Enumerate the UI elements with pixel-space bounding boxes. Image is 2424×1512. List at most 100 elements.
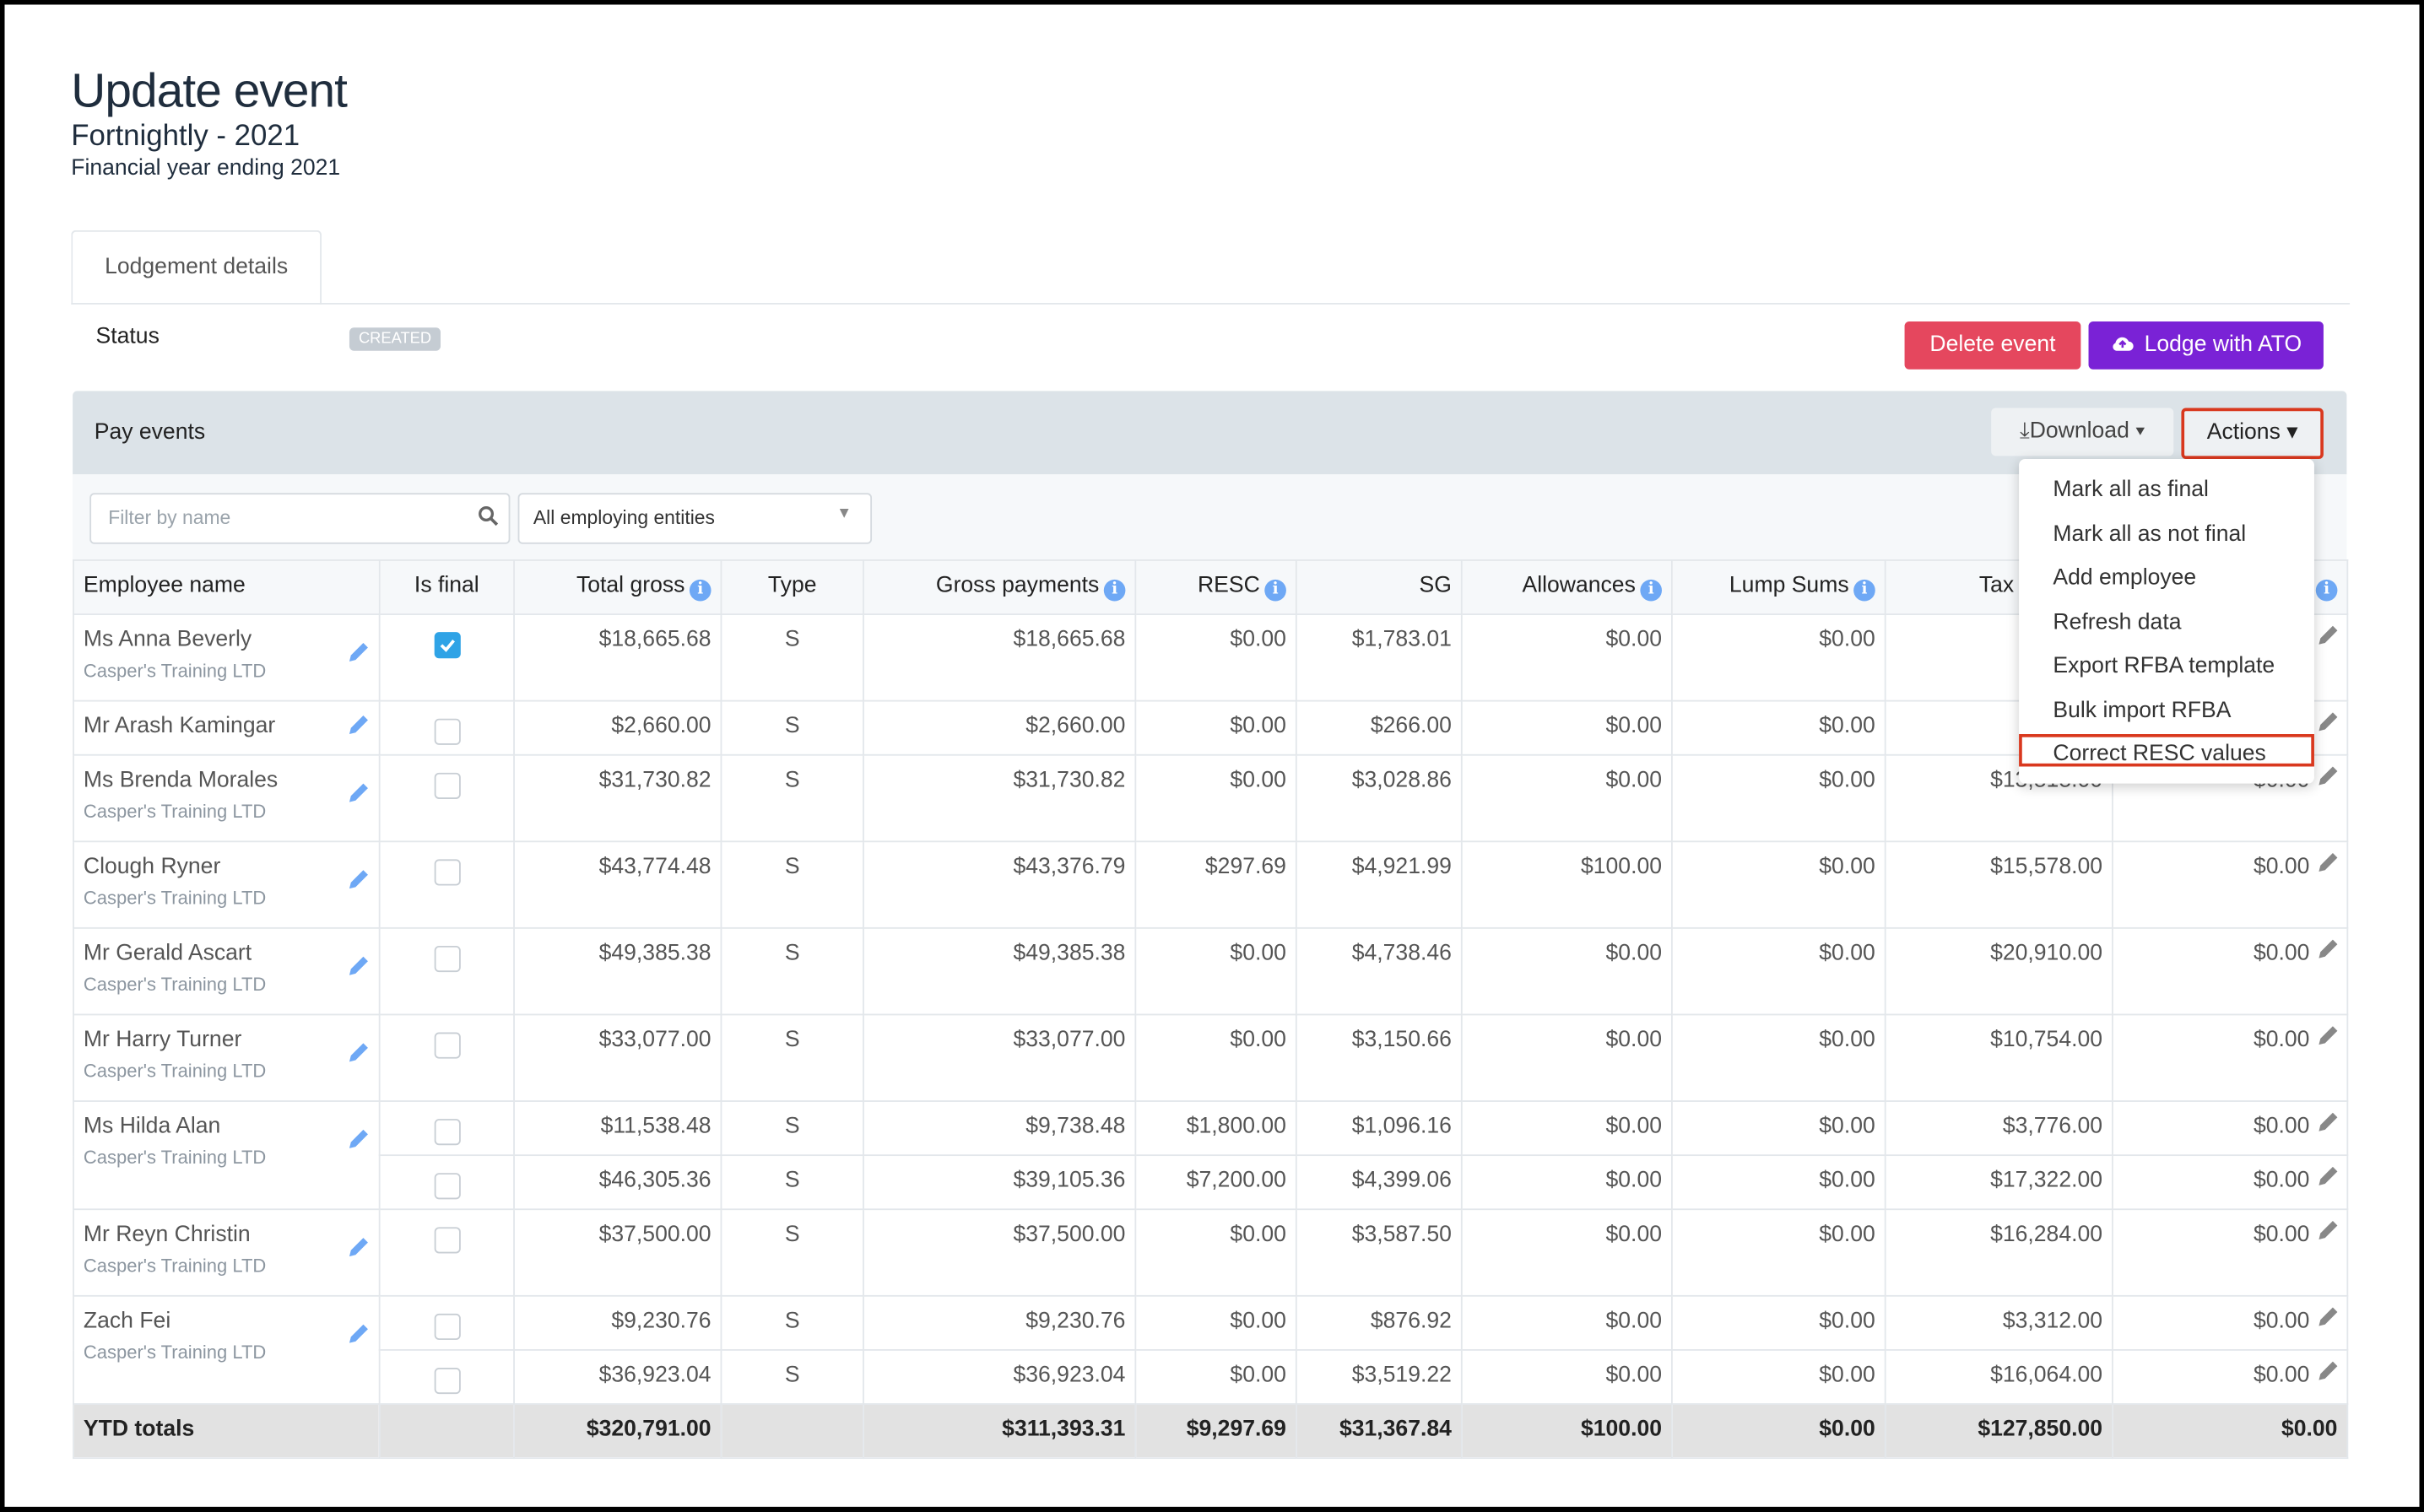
is-final-checkbox[interactable] <box>433 945 460 973</box>
download-button[interactable]: ⤓Download ▾ <box>1991 408 2174 456</box>
actions-button[interactable]: Actions ▾ <box>2181 408 2324 459</box>
entity-filter[interactable]: All employing entities ▼ <box>517 493 873 544</box>
name-filter[interactable]: Filter by name <box>89 493 511 544</box>
edit-icon[interactable] <box>346 867 371 892</box>
value-cell: $3,776.00 <box>1884 1100 2113 1157</box>
employee-row: Ms Hilda Alan Casper's Training LTD $11,53… <box>73 1100 2349 1211</box>
total-cell: $127,850.00 <box>1884 1403 2113 1460</box>
edit-icon[interactable] <box>2316 937 2340 961</box>
value-cell: $0.00 <box>1460 1294 1673 1351</box>
value: S <box>784 768 800 793</box>
delete-button[interactable]: Delete event <box>1904 321 2081 370</box>
total-cell: $0.00 <box>2112 1403 2349 1460</box>
edit-icon[interactable] <box>2316 1110 2340 1134</box>
edit-icon[interactable] <box>2316 1304 2340 1329</box>
employee-row: Zach Fei Casper's Training LTD $9,230.76 S $… <box>73 1294 2349 1405</box>
value: $37,500.00 <box>1013 1222 1126 1248</box>
column-header-text: Is final <box>414 573 479 598</box>
edit-icon[interactable] <box>2316 1218 2340 1242</box>
value: $4,399.06 <box>1351 1168 1452 1194</box>
is-final-checkbox[interactable] <box>433 1367 460 1395</box>
column-header-text: Employee name <box>83 573 246 598</box>
value-cell: S <box>720 753 864 843</box>
is-final-checkbox[interactable] <box>433 1173 460 1200</box>
employee-row: $46,305.36 S $39,105.36 $7,200.00 $4,399.06 $… <box>73 1154 2349 1211</box>
edit-icon[interactable] <box>2316 1358 2340 1383</box>
value: $3,150.66 <box>1351 1028 1452 1053</box>
lodge-button[interactable]: Lodge with ATO <box>2088 321 2324 370</box>
info-icon[interactable]: i <box>1640 579 1663 602</box>
is-final-checkbox[interactable] <box>433 859 460 886</box>
value-cell: $0.00 <box>1460 1100 1673 1157</box>
is-final-cell <box>378 1208 515 1297</box>
info-icon[interactable]: i <box>689 579 712 602</box>
is-final-checkbox[interactable] <box>433 1313 460 1341</box>
is-final-checkbox[interactable] <box>433 772 460 799</box>
is-final-checkbox[interactable] <box>433 1227 460 1254</box>
edit-icon[interactable] <box>346 1040 371 1065</box>
value: $0.00 <box>1819 714 1875 739</box>
value-cell: $0.00 <box>1670 753 1886 843</box>
value-cell: $43,774.48 <box>513 840 722 929</box>
totals-blank <box>378 1403 515 1460</box>
column-header: Allowances i <box>1460 559 1673 615</box>
value: $0.00 <box>1230 941 1286 966</box>
menu-item[interactable]: Export RFBA template <box>2053 653 2275 679</box>
menu-item[interactable]: Refresh data <box>2053 609 2182 634</box>
value-cell: $31,730.82 <box>863 753 1137 843</box>
value-cell: $0.00 <box>1670 613 1886 702</box>
menu-item[interactable]: Mark all as not final <box>2053 521 2247 547</box>
edit-icon[interactable] <box>2316 1164 2340 1188</box>
value-cell: S <box>720 613 864 702</box>
info-icon[interactable]: i <box>1264 579 1286 602</box>
edit-icon[interactable] <box>346 1234 371 1259</box>
value: $39,105.36 <box>1013 1168 1126 1194</box>
value-cell: $0.00 <box>1460 753 1673 843</box>
edit-icon[interactable] <box>2316 850 2340 874</box>
employing-entity: Casper's Training LTD <box>83 800 267 823</box>
is-final-checkbox[interactable] <box>433 632 460 659</box>
edit-icon[interactable] <box>2316 623 2340 647</box>
value: $0.00 <box>1819 768 1875 793</box>
value: S <box>784 1363 800 1388</box>
column-header-text: Lump Sums <box>1729 573 1849 598</box>
value-cell: $0.00 <box>1460 1349 1673 1405</box>
value-cell: $4,738.46 <box>1295 926 1463 1016</box>
menu-item[interactable]: Bulk import RFBA <box>2053 697 2232 723</box>
edit-icon[interactable] <box>2316 710 2340 734</box>
employee-row: Ms Anna Beverly Casper's Training LTD $18,… <box>73 613 2349 702</box>
edit-icon[interactable] <box>346 780 371 805</box>
is-final-checkbox[interactable] <box>433 718 460 745</box>
edit-icon[interactable] <box>346 953 371 978</box>
info-icon[interactable]: i <box>1103 579 1126 602</box>
value-cell: $33,077.00 <box>863 1013 1137 1102</box>
menu-item[interactable]: Correct RESC values <box>2053 742 2266 767</box>
totals-label: YTD totals <box>73 1403 381 1460</box>
value: $0.00 <box>1605 941 1663 966</box>
value-cell: S <box>720 1208 864 1297</box>
value: $3,028.86 <box>1351 768 1452 793</box>
column-header: Gross payments i <box>863 559 1137 615</box>
lodge-text: Lodge with ATO <box>2144 332 2302 358</box>
total-cell: $100.00 <box>1460 1403 1673 1460</box>
edit-icon[interactable] <box>2316 764 2340 788</box>
is-final-checkbox[interactable] <box>433 1119 460 1146</box>
is-final-checkbox[interactable] <box>433 1032 460 1059</box>
info-icon[interactable]: i <box>2315 579 2338 602</box>
value: S <box>784 1168 800 1194</box>
edit-icon[interactable] <box>346 712 371 737</box>
tab[interactable]: Lodgement details <box>71 230 322 305</box>
edit-icon[interactable] <box>346 1321 371 1346</box>
menu-item[interactable]: Add employee <box>2053 565 2197 591</box>
value: $33,077.00 <box>1013 1028 1126 1053</box>
edit-icon[interactable] <box>346 1126 371 1151</box>
column-header-text: RESC <box>1197 573 1260 598</box>
employee-cell: Ms Anna Beverly Casper's Training LTD <box>73 613 381 702</box>
menu-item[interactable]: Mark all as final <box>2053 477 2209 503</box>
edit-icon[interactable] <box>2316 1023 2340 1048</box>
edit-icon[interactable] <box>346 640 371 664</box>
info-icon[interactable]: i <box>1853 579 1875 602</box>
value: $0.00 <box>1230 768 1286 793</box>
total-value: $320,791.00 <box>586 1417 712 1442</box>
